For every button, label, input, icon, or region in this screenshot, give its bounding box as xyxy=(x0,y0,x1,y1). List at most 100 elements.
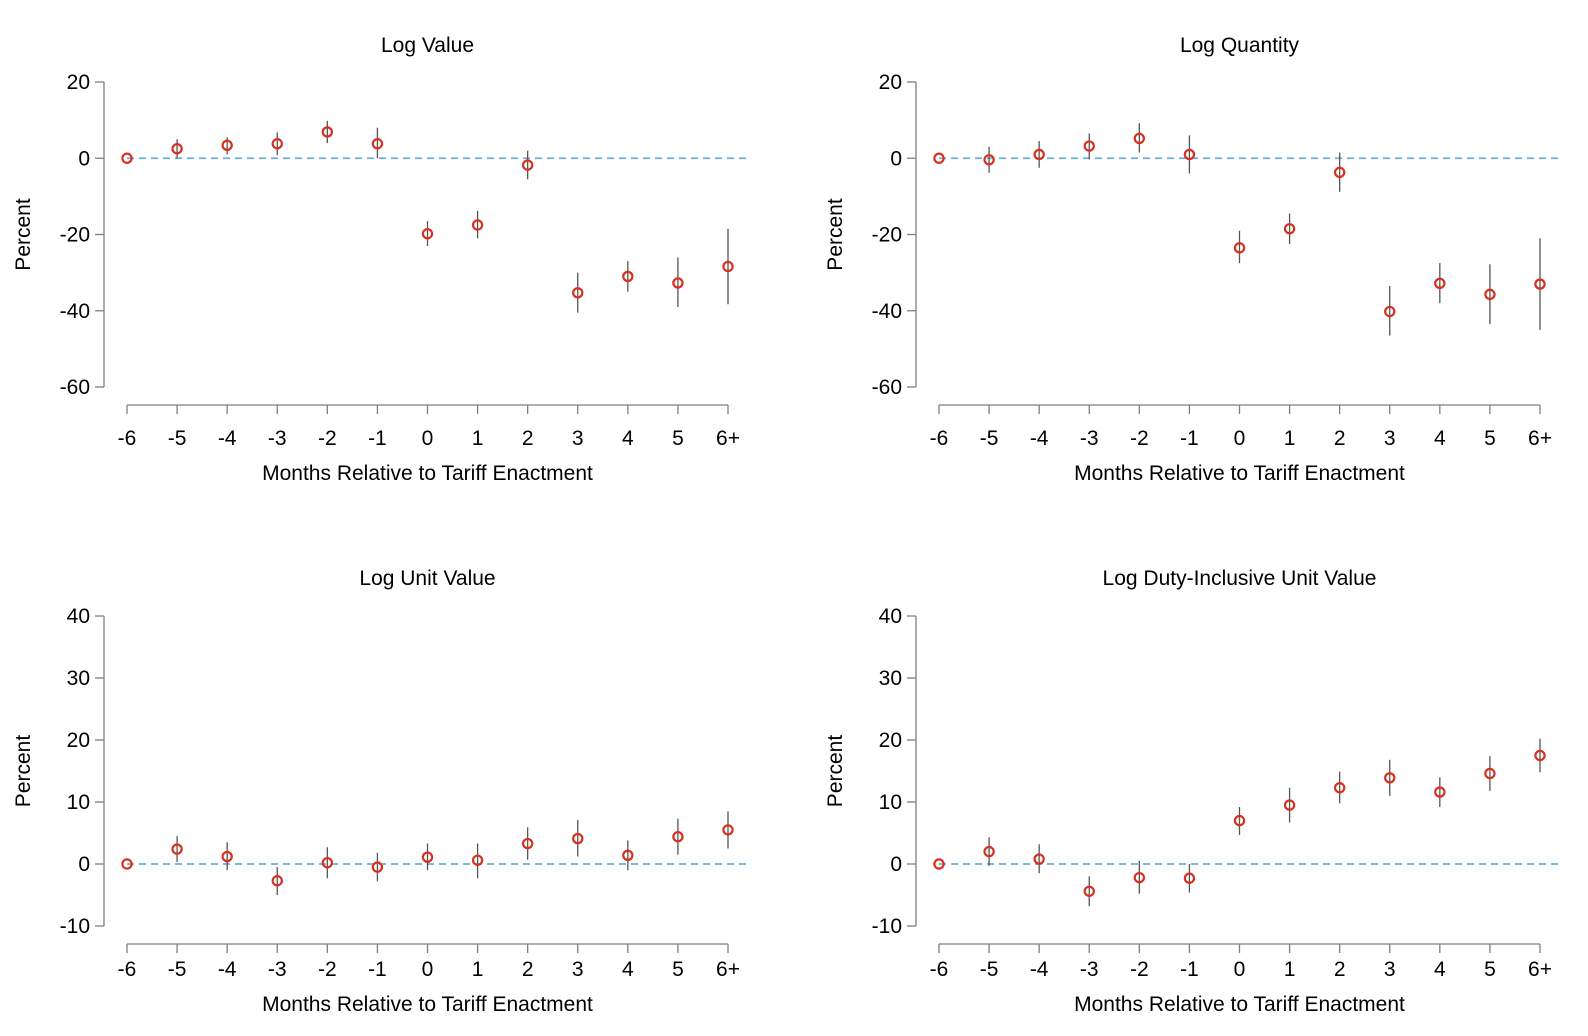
y-tick-label: 20 xyxy=(67,729,90,752)
x-tick-label: -5 xyxy=(168,427,187,450)
point-estimate xyxy=(672,831,684,843)
chart-title: Log Unit Value xyxy=(359,567,495,590)
y-tick-label: 30 xyxy=(67,667,90,690)
x-tick-label: 0 xyxy=(422,958,434,981)
point-estimate xyxy=(1133,871,1146,884)
chart-panel-4: Log Duty-Inclusive Unit Value403020100-1… xyxy=(824,567,1558,1016)
x-tick-label: -4 xyxy=(1030,427,1049,450)
x-tick-label: -1 xyxy=(1180,427,1199,450)
chart-title: Log Value xyxy=(381,34,474,57)
y-tick-label: -20 xyxy=(60,224,90,247)
x-tick-label: 5 xyxy=(1484,427,1496,450)
x-tick-label: -6 xyxy=(930,427,949,450)
y-tick-label: 0 xyxy=(890,853,902,876)
point-estimate xyxy=(1083,885,1095,897)
x-tick-label: 5 xyxy=(672,958,684,981)
x-tick-label: -1 xyxy=(368,427,387,450)
y-tick-label: -40 xyxy=(872,300,902,323)
point-estimate xyxy=(1333,782,1346,794)
x-tick-label: -2 xyxy=(1130,427,1149,450)
y-tick-label: 40 xyxy=(67,605,90,628)
point-estimate xyxy=(722,824,734,836)
point-estimate xyxy=(572,832,584,845)
x-tick-label: 6+ xyxy=(716,427,740,450)
x-tick-label: 6+ xyxy=(716,958,740,981)
point-estimate xyxy=(271,875,283,887)
point-estimate xyxy=(371,861,384,873)
x-tick-label: 2 xyxy=(1334,958,1346,981)
point-estimate xyxy=(271,138,283,150)
x-tick-label: 3 xyxy=(1384,427,1396,450)
x-tick-label: -2 xyxy=(318,958,337,981)
y-axis-title: Percent xyxy=(824,198,847,271)
point-estimate xyxy=(1333,166,1346,179)
point-estimate xyxy=(1033,148,1045,161)
point-estimate xyxy=(171,143,183,155)
x-tick-label: 3 xyxy=(1384,958,1396,981)
x-tick-label: -1 xyxy=(368,958,387,981)
point-estimate xyxy=(321,857,334,869)
point-estimate xyxy=(1283,223,1296,235)
point-estimate xyxy=(421,228,434,240)
x-tick-label: 2 xyxy=(522,958,534,981)
point-estimate xyxy=(1484,288,1496,301)
point-estimate xyxy=(622,849,634,862)
x-tick-label: 6+ xyxy=(1528,958,1552,981)
y-tick-label: 0 xyxy=(78,147,90,170)
point-estimate xyxy=(1033,853,1045,865)
point-estimate xyxy=(371,138,384,150)
x-tick-label: 1 xyxy=(1284,427,1296,450)
x-tick-label: -4 xyxy=(218,958,237,981)
point-estimate xyxy=(722,260,734,273)
point-estimate xyxy=(171,843,183,855)
x-tick-label: -3 xyxy=(268,427,287,450)
y-axis-title: Percent xyxy=(824,735,847,808)
point-estimate xyxy=(1133,132,1146,145)
x-tick-label: 1 xyxy=(472,427,484,450)
point-estimate xyxy=(1233,242,1246,254)
y-tick-label: -40 xyxy=(60,300,90,323)
x-tick-label: -4 xyxy=(1030,958,1049,981)
y-tick-label: 0 xyxy=(78,853,90,876)
point-estimate xyxy=(1083,140,1095,152)
x-tick-label: -6 xyxy=(930,958,949,981)
x-tick-label: -6 xyxy=(118,958,137,981)
x-axis-title: Months Relative to Tariff Enactment xyxy=(262,462,593,485)
x-tick-label: -4 xyxy=(218,427,237,450)
chart-title: Log Quantity xyxy=(1180,34,1300,57)
x-tick-label: 5 xyxy=(1484,958,1496,981)
point-estimate xyxy=(1233,814,1246,827)
point-estimate xyxy=(421,851,434,863)
point-estimate xyxy=(1183,148,1196,161)
point-estimate xyxy=(983,154,995,166)
y-tick-label: -60 xyxy=(60,376,90,399)
point-estimate xyxy=(1183,872,1196,884)
point-estimate xyxy=(1434,277,1446,289)
y-tick-label: 20 xyxy=(879,71,902,94)
y-tick-label: -60 xyxy=(872,376,902,399)
point-estimate xyxy=(1283,799,1296,811)
x-axis-title: Months Relative to Tariff Enactment xyxy=(262,993,593,1016)
y-axis-title: Percent xyxy=(12,735,35,808)
x-tick-label: 0 xyxy=(1234,427,1246,450)
point-estimate xyxy=(983,845,995,858)
x-tick-label: -3 xyxy=(1080,427,1099,450)
point-estimate xyxy=(1534,749,1546,762)
y-tick-label: 20 xyxy=(879,729,902,752)
point-estimate xyxy=(1434,786,1446,798)
point-estimate xyxy=(121,858,133,870)
x-tick-label: 4 xyxy=(622,427,634,450)
x-tick-label: -3 xyxy=(268,958,287,981)
y-tick-label: -10 xyxy=(872,915,902,938)
point-estimate xyxy=(933,152,945,164)
y-tick-label: 10 xyxy=(67,791,90,814)
x-tick-label: 6+ xyxy=(1528,427,1552,450)
x-tick-label: 3 xyxy=(572,427,584,450)
x-tick-label: 5 xyxy=(672,427,684,450)
x-tick-label: 1 xyxy=(472,958,484,981)
point-estimate xyxy=(1384,772,1396,784)
y-tick-label: -10 xyxy=(60,915,90,938)
x-tick-label: -3 xyxy=(1080,958,1099,981)
x-tick-label: 0 xyxy=(422,427,434,450)
